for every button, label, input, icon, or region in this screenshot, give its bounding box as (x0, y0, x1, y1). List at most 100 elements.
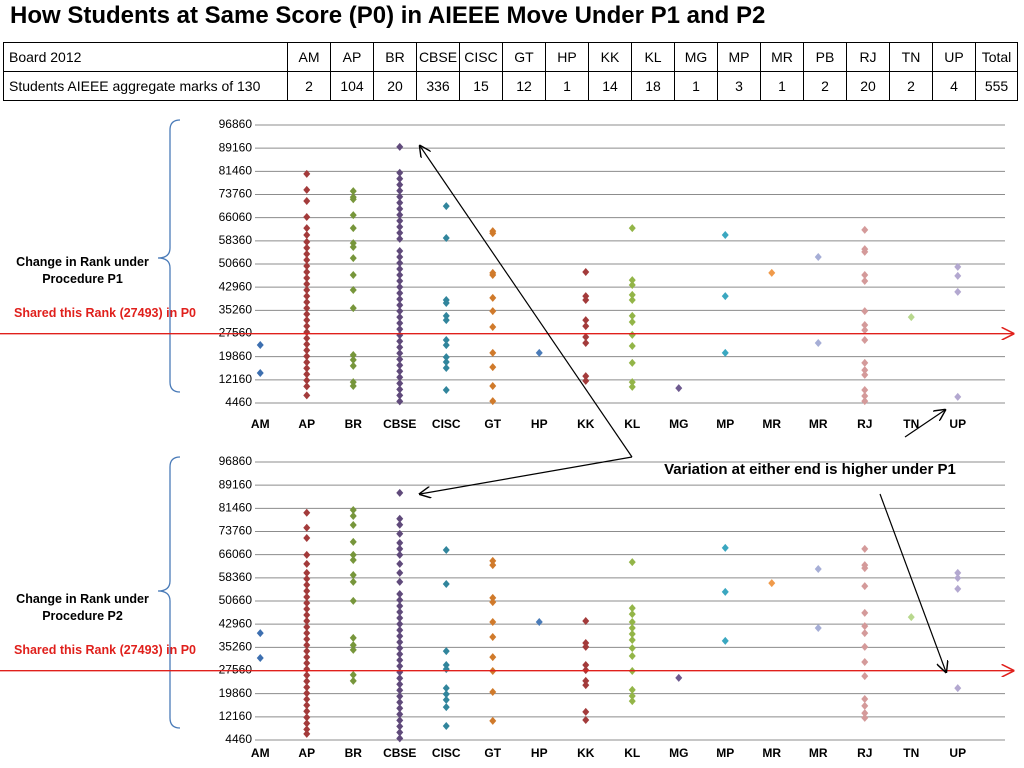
point (303, 237, 311, 246)
point (582, 295, 590, 304)
point (303, 169, 311, 178)
point (303, 298, 311, 307)
point (396, 391, 404, 400)
point (442, 311, 450, 320)
point (582, 707, 590, 716)
point (396, 361, 404, 370)
point (861, 326, 869, 335)
point (396, 722, 404, 731)
point (396, 698, 404, 707)
point (303, 550, 311, 559)
table-cell: GT (502, 42, 546, 72)
point (861, 608, 869, 617)
point (861, 277, 869, 286)
table-cell: 18 (631, 71, 675, 101)
point (349, 506, 357, 515)
point (628, 651, 636, 660)
point (396, 656, 404, 665)
point (861, 622, 869, 631)
y-tick-label: 81460 (219, 164, 253, 178)
point (303, 292, 311, 301)
point (628, 635, 636, 644)
point (396, 601, 404, 610)
y-tick-label: 58360 (219, 570, 253, 584)
point (489, 397, 497, 406)
point (582, 676, 590, 685)
point (628, 691, 636, 700)
plots: 4460 12160 19860 27560 35260 42960 50660 58360 6… (0, 117, 1013, 760)
point (489, 293, 497, 302)
point (396, 568, 404, 577)
point (303, 286, 311, 295)
point (582, 332, 590, 341)
point (628, 317, 636, 326)
point (954, 262, 962, 271)
x-tick-label: MR (762, 746, 781, 760)
point (396, 638, 404, 647)
point (349, 676, 357, 685)
table-cell: CBSE (416, 42, 460, 72)
point (768, 579, 776, 588)
point (303, 334, 311, 343)
point (303, 370, 311, 379)
table-cell: Board 2012 (3, 42, 288, 72)
point (303, 701, 311, 710)
point (582, 681, 590, 690)
point (396, 559, 404, 568)
x-tick-label: CISC (432, 417, 461, 431)
point (303, 707, 311, 716)
point (303, 261, 311, 270)
point (628, 290, 636, 299)
point (303, 316, 311, 325)
y-tick-label: 73760 (219, 524, 253, 538)
point (489, 593, 497, 602)
point (396, 620, 404, 629)
point (861, 709, 869, 718)
point (349, 571, 357, 580)
point (442, 695, 450, 704)
point (954, 271, 962, 280)
table-row: Board 2012 AM AP BR CBSE CISC GT HP KK KL MG MP MR PB… (3, 42, 1018, 72)
point (861, 335, 869, 344)
point (396, 307, 404, 316)
point (396, 186, 404, 195)
table-cell: TN (889, 42, 933, 72)
point (396, 142, 404, 151)
point (303, 268, 311, 277)
point (489, 561, 497, 570)
x-tick-label: HP (531, 746, 548, 760)
point (535, 348, 543, 357)
point (256, 629, 264, 638)
point (303, 586, 311, 595)
point (582, 339, 590, 348)
point (396, 488, 404, 497)
point (303, 304, 311, 313)
point (396, 301, 404, 310)
y-tick-label: 12160 (219, 372, 253, 386)
point (396, 222, 404, 231)
x-tick-label: AP (298, 746, 315, 760)
point (721, 348, 729, 357)
point (349, 187, 357, 196)
point (303, 185, 311, 194)
point (721, 543, 729, 552)
x-tick-label: CBSE (383, 417, 416, 431)
point (303, 533, 311, 542)
point (628, 610, 636, 619)
point (396, 367, 404, 376)
y-tick-label: 66060 (219, 547, 253, 561)
point (349, 286, 357, 295)
point (303, 224, 311, 233)
point (442, 385, 450, 394)
point (489, 307, 497, 316)
point (396, 538, 404, 547)
point (954, 684, 962, 693)
point (861, 694, 869, 703)
point (861, 391, 869, 400)
point (396, 385, 404, 394)
point (442, 690, 450, 699)
point (303, 641, 311, 650)
point (349, 254, 357, 263)
point (628, 295, 636, 304)
